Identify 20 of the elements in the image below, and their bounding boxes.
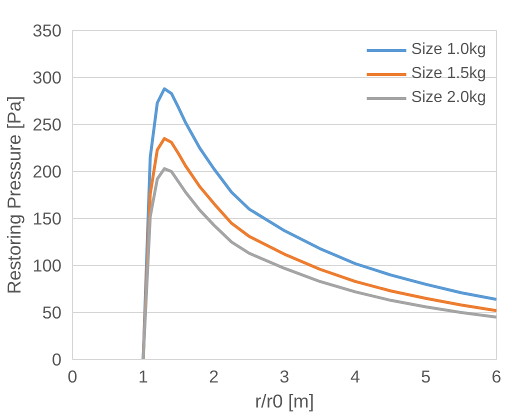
x-axis-title: r/r0 [m] (254, 390, 314, 412)
y-axis-title: Restoring Pressure [Pa] (4, 96, 25, 294)
legend-label: Size 2.0kg (411, 89, 486, 107)
y-tick-label: 350 (32, 20, 62, 40)
y-tick-label: 0 (52, 350, 62, 370)
y-tick-label: 200 (32, 162, 62, 182)
y-tick-label: 150 (32, 208, 62, 228)
x-tick-label: 2 (209, 366, 219, 386)
x-tick-label: 1 (138, 366, 148, 386)
legend-label: Size 1.5kg (411, 65, 486, 83)
x-tick-label: 6 (492, 366, 502, 386)
legend-label: Size 1.0kg (411, 41, 486, 59)
x-tick-label: 5 (421, 366, 431, 386)
x-tick-label: 4 (350, 366, 360, 386)
y-tick-label: 250 (32, 114, 62, 134)
y-tick-label: 100 (32, 256, 62, 276)
x-tick-label: 0 (68, 366, 78, 386)
y-tick-label: 50 (42, 302, 62, 322)
y-tick-label: 300 (32, 68, 62, 88)
x-tick-label: 3 (280, 366, 290, 386)
